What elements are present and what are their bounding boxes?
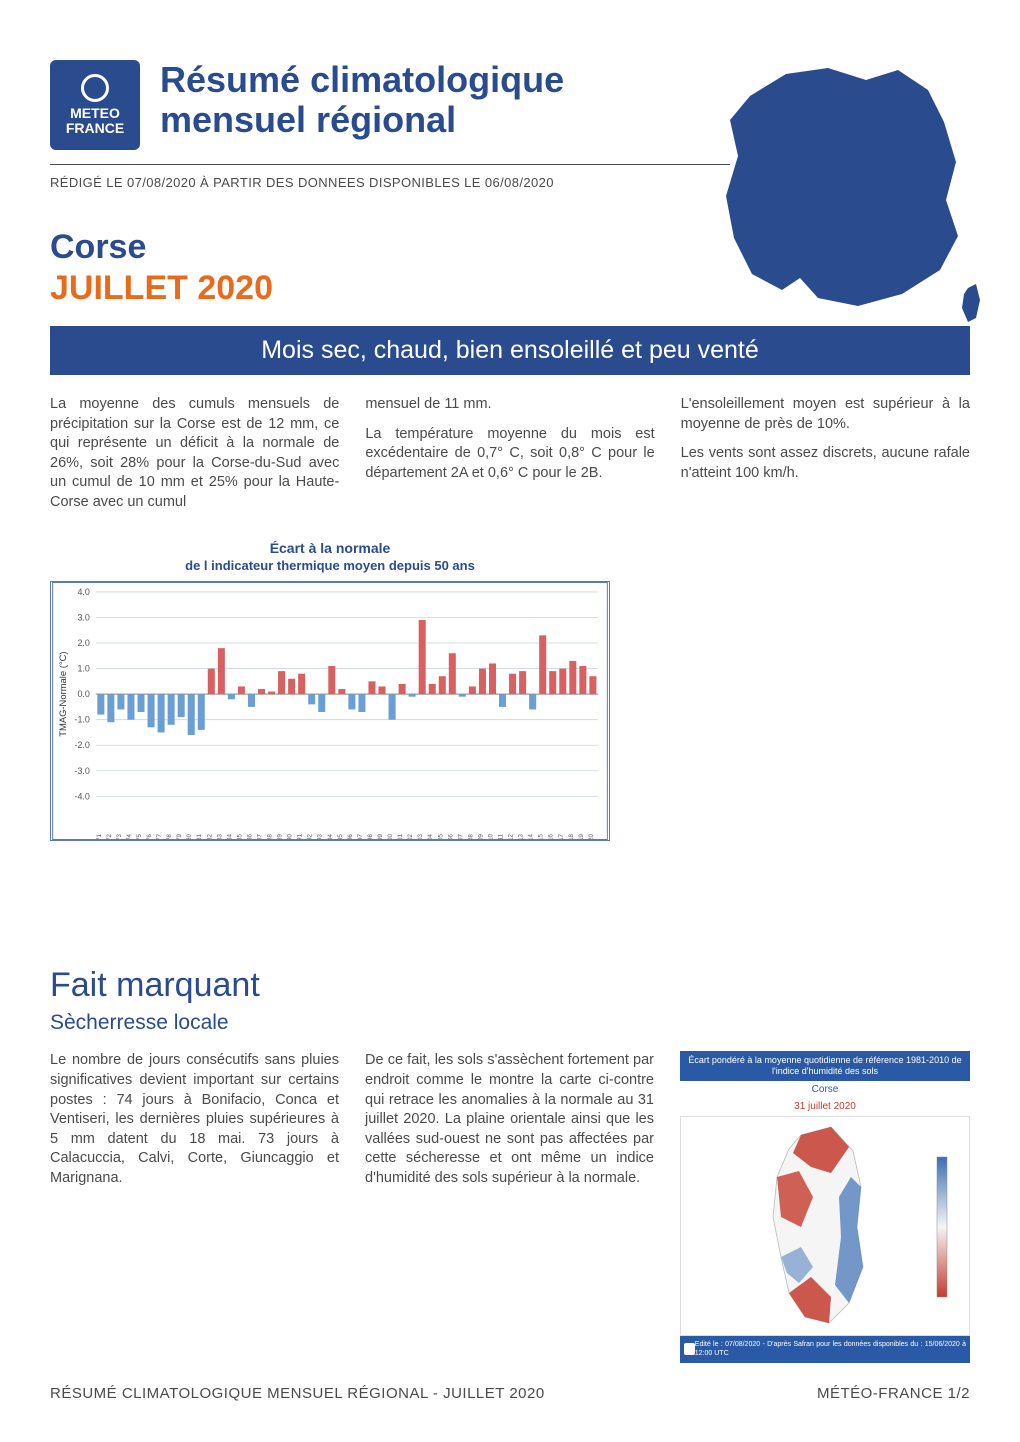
chart-canvas: -4.0 -3.0 -2.0 -1.0 0.0 1.0 2.0 3.0 4.0 TMAG-Norm… [50, 581, 610, 841]
fait-marquant: Fait marquant Sècherresse locale Le nomb… [50, 966, 970, 1362]
map-card-header: Écart pondéré à la moyenne quotidienne d… [680, 1051, 970, 1081]
soil-moisture-map-card: Écart pondéré à la moyenne quotidienne d… [680, 1051, 970, 1362]
chart-subtitle: de l indicateur thermique moyen depuis 5… [50, 558, 610, 573]
footer-left: RÉSUMÉ CLIMATOLOGIQUE MENSUEL RÉGIONAL -… [50, 1385, 545, 1402]
map-card-body [680, 1116, 970, 1336]
doc-title-line2: mensuel régional [160, 100, 564, 140]
intro-col-2: mensuel de 11 mm. La température moyenne… [365, 395, 654, 512]
header-divider [50, 164, 730, 165]
svg-text:0.0: 0.0 [77, 689, 89, 699]
page-footer: RÉSUMÉ CLIMATOLOGIQUE MENSUEL RÉGIONAL -… [50, 1385, 970, 1402]
map-card-region: Corse [680, 1081, 970, 1099]
intro-col-1: La moyenne des cumuls mensuels de précip… [50, 395, 339, 512]
intro-c2b: La température moyenne du mois est excéd… [365, 425, 654, 484]
map-footer-text: Edité le : 07/08/2020 - D'après Safran p… [695, 1340, 966, 1359]
intro-col-3: L'ensoleillement moyen est supérieur à l… [681, 395, 970, 512]
map-card-footer: Edité le : 07/08/2020 - D'après Safran p… [680, 1336, 970, 1363]
france-map-icon [690, 50, 990, 330]
svg-text:2.0: 2.0 [77, 638, 89, 648]
intro-c3b: Les vents sont assez discrets, aucune ra… [681, 444, 970, 483]
fait-title: Fait marquant [50, 966, 970, 1005]
svg-text:TMAG-Normale (°C): TMAG-Normale (°C) [57, 652, 68, 737]
chart-title: Écart à la normale [50, 540, 610, 556]
corsica-anomaly-map [681, 1117, 971, 1337]
meteo-france-logo: METEO FRANCE [50, 60, 140, 150]
anomaly-chart: Écart à la normale de l indicateur therm… [50, 540, 610, 846]
fait-subtitle: Sècherresse locale [50, 1011, 970, 1035]
intro-columns: La moyenne des cumuls mensuels de précip… [50, 395, 970, 512]
intro-c3a: L'ensoleillement moyen est supérieur à l… [681, 395, 970, 434]
doc-title-line1: Résumé climatologique [160, 60, 564, 100]
svg-text:-4.0: -4.0 [74, 792, 89, 802]
map-card-date: 31 juillet 2020 [680, 1098, 970, 1116]
svg-text:-3.0: -3.0 [74, 766, 89, 776]
logo-line1: METEO [70, 106, 120, 121]
svg-text:-1.0: -1.0 [74, 715, 89, 725]
svg-text:4.0: 4.0 [77, 587, 89, 597]
svg-text:-2.0: -2.0 [74, 741, 89, 751]
logo-line2: FRANCE [66, 121, 124, 136]
fait-columns: Le nombre de jours consécutifs sans plui… [50, 1051, 970, 1362]
fait-col-1: Le nombre de jours consécutifs sans plui… [50, 1051, 339, 1362]
footer-right: MÉTÉO-FRANCE 1/2 [817, 1385, 970, 1402]
sun-icon [81, 74, 109, 102]
home-icon [684, 1343, 695, 1355]
fait-col-2: De ce fait, les sols s'assèchent forteme… [365, 1051, 654, 1362]
summary-bar: Mois sec, chaud, bien ensoleillé et peu … [50, 326, 970, 375]
intro-c2a: mensuel de 11 mm. [365, 395, 654, 415]
svg-text:1.0: 1.0 [77, 664, 89, 674]
title-block: Résumé climatologique mensuel régional [160, 60, 564, 139]
svg-text:3.0: 3.0 [77, 613, 89, 623]
